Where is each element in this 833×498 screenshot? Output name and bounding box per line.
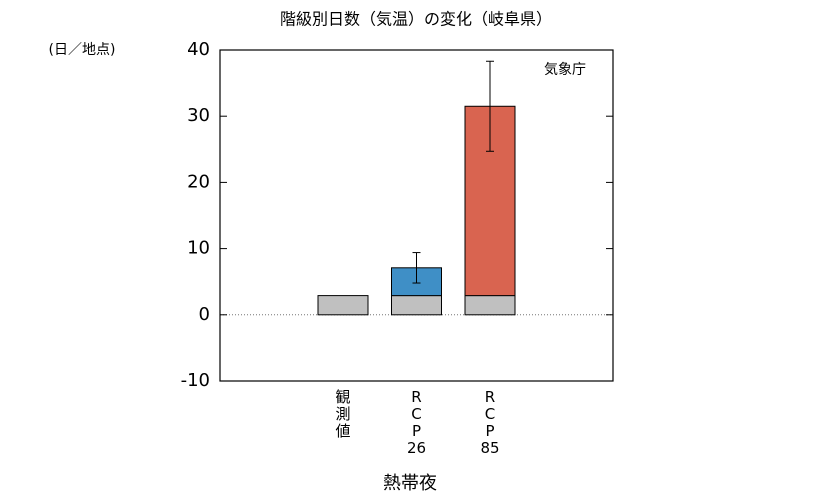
y-tick-label: 30 [187,105,210,126]
x-tick-label: 観測値 [335,388,350,440]
error-bar [412,252,421,284]
bar [391,295,442,316]
y-tick-label: 40 [187,39,210,60]
y-tick-label: 0 [199,304,210,325]
error-bar [486,60,494,152]
x-tick-label: R C P 26 [407,388,426,457]
y-tick-label: -10 [181,370,210,391]
chart-title: 階級別日数（気温）の変化（岐阜県） [280,10,552,29]
y-tick-label: 10 [187,238,210,259]
bar [464,295,516,316]
annotation: 気象庁 [544,62,586,78]
y-axis-label: (日／地点) [49,42,116,58]
bar [317,295,369,316]
x-tick-label: R C P 85 [480,388,499,457]
x-axis-label: 熱帯夜 [383,473,437,494]
y-tick-label: 20 [187,171,210,192]
plot-frame [219,49,614,382]
